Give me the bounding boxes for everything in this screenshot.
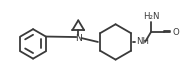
Text: H₂N: H₂N (143, 12, 159, 21)
Text: N: N (75, 34, 82, 43)
Text: O: O (173, 28, 179, 37)
Text: NH: NH (136, 37, 149, 46)
